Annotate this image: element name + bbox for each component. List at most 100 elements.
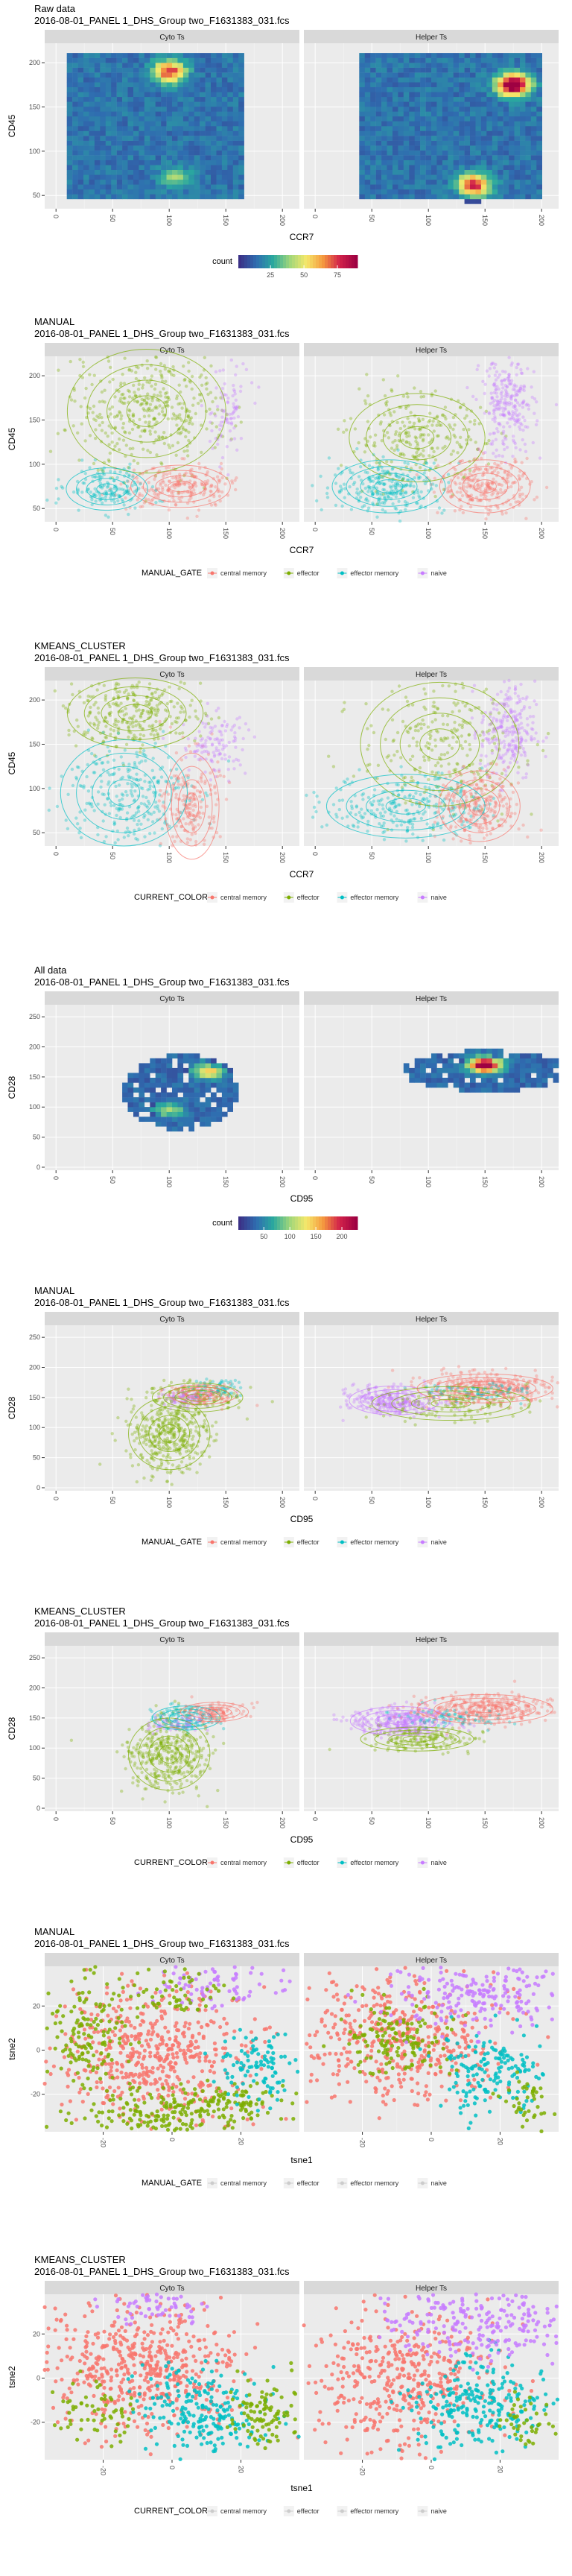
density-bin <box>387 136 393 141</box>
data-point <box>150 499 153 503</box>
data-point <box>188 715 191 719</box>
data-point <box>80 376 85 379</box>
density-bin <box>536 140 542 146</box>
density-bin <box>94 130 101 136</box>
data-point <box>411 496 416 499</box>
density-bin <box>375 63 382 68</box>
data-point <box>101 761 105 765</box>
density-bin <box>127 86 134 92</box>
density-bin <box>66 121 73 127</box>
density-bin <box>232 184 239 190</box>
data-point <box>500 490 503 495</box>
data-point <box>124 742 129 746</box>
data-point <box>83 482 86 485</box>
density-bin <box>166 121 173 127</box>
density-bin <box>398 77 404 83</box>
density-bin <box>200 150 206 156</box>
data-point <box>177 491 181 495</box>
density-bin <box>359 189 365 195</box>
data-point <box>174 824 178 828</box>
density-bin <box>536 130 542 136</box>
density-bin <box>182 111 189 117</box>
density-bin <box>364 126 371 131</box>
data-point <box>488 432 492 436</box>
density-bin <box>232 130 239 136</box>
density-bin <box>205 160 212 165</box>
density-bin <box>492 116 498 121</box>
data-point <box>402 424 407 428</box>
data-point <box>235 405 240 408</box>
data-point <box>173 414 177 417</box>
density-bin <box>133 101 139 107</box>
data-point <box>506 421 509 425</box>
density-bin <box>414 101 421 107</box>
density-bin <box>492 101 498 107</box>
data-point <box>163 367 167 371</box>
data-point <box>91 411 95 414</box>
density-bin <box>116 184 123 190</box>
data-point <box>459 445 463 449</box>
data-point <box>190 492 194 496</box>
density-bin <box>503 160 509 165</box>
density-bin <box>177 184 184 190</box>
density-bin <box>144 189 150 195</box>
density-bin <box>177 165 184 170</box>
data-point <box>143 428 147 432</box>
density-bin <box>464 136 471 141</box>
data-point <box>413 455 416 459</box>
density-bin <box>420 184 426 190</box>
density-bin <box>448 67 454 73</box>
data-point <box>325 486 330 490</box>
data-point <box>162 730 165 733</box>
density-bin <box>111 140 117 146</box>
data-point <box>101 468 105 473</box>
density-bin <box>375 130 382 136</box>
data-point <box>198 681 203 685</box>
data-point <box>144 400 148 405</box>
data-point <box>445 435 449 439</box>
data-point <box>178 731 182 736</box>
density-bin <box>77 136 84 141</box>
density-bin <box>77 63 84 68</box>
data-point <box>413 435 417 439</box>
data-point <box>121 421 126 426</box>
data-point <box>121 793 125 798</box>
density-bin <box>221 116 228 121</box>
data-point <box>159 369 162 373</box>
data-point <box>238 716 241 719</box>
density-bin <box>459 121 465 127</box>
data-point <box>141 383 145 387</box>
data-point <box>200 780 203 783</box>
data-point <box>83 472 87 476</box>
data-point <box>187 361 191 364</box>
density-bin <box>403 82 410 87</box>
density-bin <box>83 145 89 151</box>
density-bin <box>409 160 415 165</box>
density-bin <box>409 116 415 121</box>
data-point <box>175 394 179 398</box>
density-bin <box>89 155 95 160</box>
density-bin <box>144 121 150 127</box>
density-bin <box>525 82 532 87</box>
data-point <box>383 434 387 438</box>
density-bin <box>470 179 476 185</box>
density-bin <box>387 165 393 170</box>
data-point <box>232 402 235 405</box>
data-point <box>448 484 452 488</box>
density-bin <box>166 169 173 175</box>
data-point <box>197 461 201 466</box>
density-bin <box>111 174 117 180</box>
data-point <box>109 490 113 493</box>
density-bin <box>211 86 217 92</box>
data-point <box>372 443 375 447</box>
density-bin <box>536 63 542 68</box>
data-point <box>219 461 223 466</box>
data-point <box>199 399 203 402</box>
data-point <box>118 487 121 491</box>
data-point <box>494 378 498 382</box>
density-bin <box>448 155 454 160</box>
density-bin <box>221 189 228 195</box>
density-bin <box>425 150 432 156</box>
density-bin <box>459 92 465 98</box>
